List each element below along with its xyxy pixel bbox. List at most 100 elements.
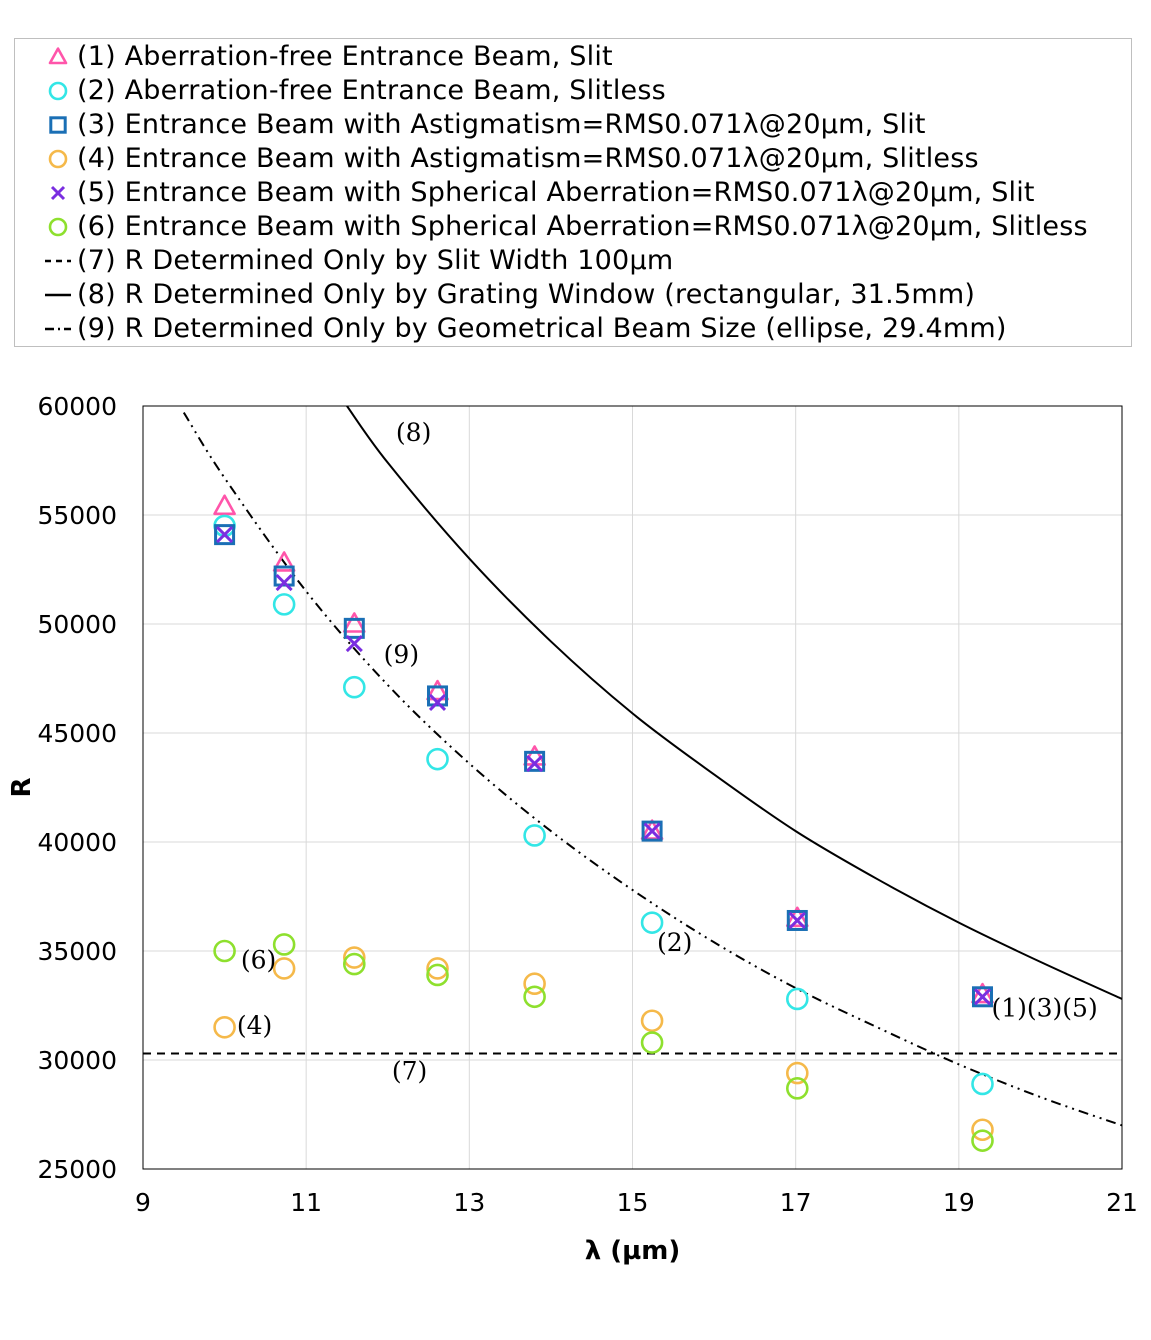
legend-item-6: (6) Entrance Beam with Spherical Aberrat… [45, 209, 1088, 243]
x-tick-label: 11 [290, 1188, 322, 1217]
line-series-8 [346, 406, 1122, 1000]
point-series-5 [973, 988, 992, 1006]
legend-symbol-1 [48, 47, 68, 65]
y-tick-label: 60000 [37, 392, 117, 421]
point-series-4 [426, 957, 449, 980]
point-series-2 [272, 593, 296, 616]
legend-symbol-8 [45, 293, 71, 297]
point-series-5 [428, 693, 447, 712]
point-series-2 [785, 987, 809, 1011]
annotation-label: (4) [237, 1011, 272, 1040]
x-tick-label: 19 [943, 1188, 975, 1217]
legend-label-6: (6) Entrance Beam with Spherical Aberrat… [77, 210, 1088, 242]
legend-marker-swatch [48, 47, 68, 65]
legend-item-4: (4) Entrance Beam with Astigmatism=RMS0.… [45, 141, 979, 175]
x-tick-label: 13 [453, 1188, 485, 1217]
x-tick-label: 21 [1106, 1188, 1138, 1217]
point-series-4 [971, 1118, 994, 1142]
point-series-6 [640, 1031, 664, 1054]
legend-label-9: (9) R Determined Only by Geometrical Bea… [77, 312, 1007, 344]
point-series-2 [426, 747, 449, 771]
point-series-6 [213, 939, 236, 963]
legend-symbol-6 [48, 217, 68, 237]
legend-item-8: (8) R Determined Only by Grating Window … [45, 277, 975, 311]
point-series-5 [643, 822, 661, 840]
point-series-5 [526, 754, 544, 773]
y-tick-label: 55000 [37, 501, 117, 530]
x-tick-label: 9 [135, 1188, 151, 1217]
point-series-4 [523, 972, 546, 996]
x-tick-label: 15 [617, 1188, 649, 1217]
legend-label-2: (2) Aberration-free Entrance Beam, Slitl… [77, 74, 666, 106]
point-series-4 [785, 1061, 809, 1085]
legend-marker-swatch [48, 149, 68, 169]
point-series-4 [640, 1009, 664, 1033]
point-series-4 [272, 957, 296, 980]
legend-symbol-7 [45, 259, 71, 263]
grid [142, 405, 1123, 1170]
y-tick-label: 45000 [37, 719, 117, 748]
point-series-3 [214, 524, 236, 546]
point-series-5 [216, 526, 234, 544]
point-series-6 [785, 1077, 809, 1100]
legend-item-9: (9) R Determined Only by Geometrical Bea… [45, 311, 1007, 345]
legend-symbol-2 [48, 81, 68, 101]
reference-lines [143, 406, 1122, 1127]
legend-label-1: (1) Aberration-free Entrance Beam, Slit [77, 40, 613, 72]
point-series-1 [426, 679, 449, 701]
legend-label-8: (8) R Determined Only by Grating Window … [77, 278, 976, 310]
legend-symbol-4 [48, 149, 68, 169]
legend-symbol-9 [45, 327, 71, 331]
point-series-4 [213, 1016, 236, 1039]
annotation-label: (9) [384, 640, 419, 669]
y-axis-title: R [7, 777, 37, 797]
point-series-3 [343, 617, 365, 639]
point-series-2 [640, 911, 664, 934]
point-series-6 [343, 952, 366, 976]
tick-labels: 9 11 13 15 17 19 21 25000 30000 35000 40000 45000 50… [37, 392, 1137, 1217]
point-series-1 [343, 612, 366, 633]
legend-marker-swatch [48, 217, 68, 237]
point-series-4 [343, 946, 366, 969]
annotation-label: (8) [396, 418, 431, 447]
x-axis-title: λ (µm) [585, 1236, 681, 1266]
legend: (1) Aberration-free Entrance Beam, Slit … [14, 38, 1132, 347]
x-tick-label: 17 [780, 1188, 812, 1217]
legend-item-1: (1) Aberration-free Entrance Beam, Slit [45, 39, 613, 73]
y-tick-label: 35000 [37, 937, 117, 966]
legend-label-4: (4) Entrance Beam with Astigmatism=RMS0.… [77, 142, 979, 174]
legend-label-5: (5) Entrance Beam with Spherical Aberrat… [77, 176, 1035, 208]
point-series-5 [345, 635, 363, 653]
y-tick-label: 40000 [37, 828, 117, 857]
y-tick-label: 50000 [37, 610, 117, 639]
annotation-label: (7) [392, 1057, 427, 1086]
data-points [213, 494, 994, 1152]
point-series-3 [641, 820, 663, 842]
point-series-6 [523, 985, 546, 1009]
legend-item-7: (7) R Determined Only by Slit Width 100µ… [45, 243, 673, 277]
point-series-2 [523, 824, 546, 847]
point-series-3 [971, 986, 993, 1008]
plot-area-frame [142, 405, 1123, 1170]
annotation-label: (1)(3)(5) [991, 993, 1097, 1022]
line-series-9 [182, 412, 1122, 1127]
legend-label-3: (3) Entrance Beam with Astigmatism=RMS0.… [77, 108, 926, 140]
point-series-1 [272, 551, 296, 572]
point-series-5 [275, 574, 293, 592]
point-series-5 [788, 911, 806, 930]
point-series-6 [272, 933, 296, 956]
legend-marker-swatch [50, 185, 66, 201]
legend-marker-swatch [48, 81, 68, 101]
legend-item-2: (2) Aberration-free Entrance Beam, Slitl… [45, 73, 666, 107]
legend-label-7: (7) R Determined Only by Slit Width 100µ… [77, 244, 674, 276]
y-tick-label: 25000 [37, 1155, 117, 1184]
point-series-1 [213, 494, 236, 516]
point-series-3 [786, 909, 808, 931]
legend-item-3: (3) Entrance Beam with Astigmatism=RMS0.… [45, 107, 926, 141]
legend-symbol-3 [49, 116, 67, 134]
point-series-3 [273, 565, 295, 587]
annotation-label: (2) [657, 928, 692, 957]
point-series-2 [343, 675, 366, 699]
point-series-6 [971, 1129, 994, 1152]
